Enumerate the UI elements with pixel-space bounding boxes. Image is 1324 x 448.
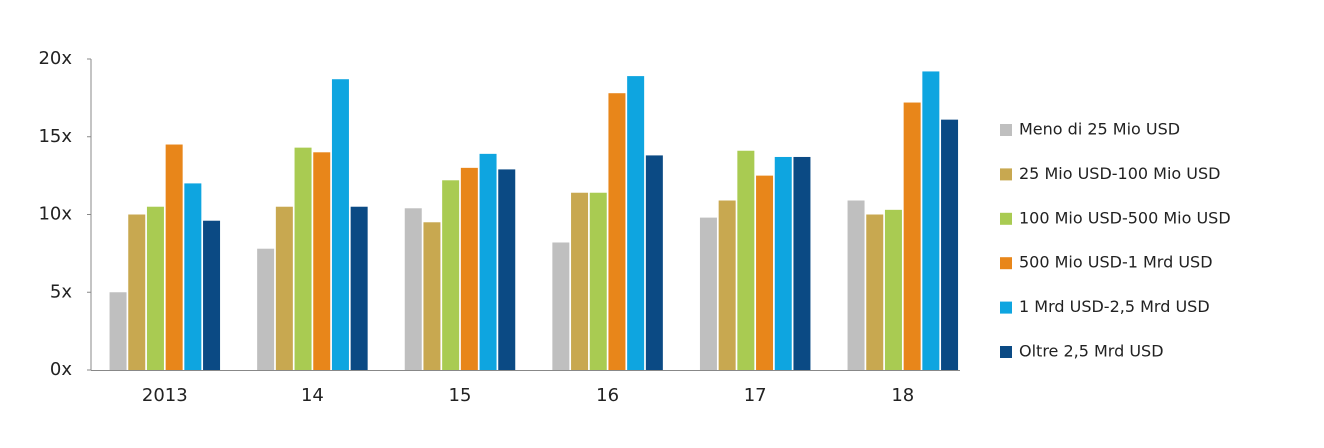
bar xyxy=(275,206,293,370)
x-tick-label: 18 xyxy=(891,385,914,406)
legend-label: 100 Mio USD-500 Mio USD xyxy=(1019,208,1231,227)
bar xyxy=(627,76,645,370)
bar xyxy=(699,217,717,370)
bar xyxy=(479,153,497,370)
bar xyxy=(941,119,959,371)
bar xyxy=(608,93,626,371)
bar xyxy=(257,248,275,370)
legend-label: 25 Mio USD-100 Mio USD xyxy=(1019,164,1220,183)
x-tick-label: 14 xyxy=(301,385,324,406)
bar xyxy=(331,79,349,370)
bar xyxy=(903,102,921,370)
x-tick-label: 2013 xyxy=(142,385,188,406)
bar xyxy=(737,150,755,370)
legend-swatch xyxy=(1000,212,1012,225)
bar xyxy=(128,214,146,370)
bar xyxy=(922,71,940,370)
y-tick-label: 0x xyxy=(50,359,72,380)
y-tick-label: 15x xyxy=(38,126,72,147)
legend-swatch xyxy=(1000,257,1012,270)
bar xyxy=(460,167,478,370)
legend-swatch xyxy=(1000,301,1012,314)
x-tick-label: 17 xyxy=(744,385,767,406)
bar xyxy=(884,209,902,370)
bar xyxy=(552,242,570,370)
x-tick-label: 16 xyxy=(596,385,619,406)
bar xyxy=(146,206,164,370)
legend-label: 1 Mrd USD-2,5 Mrd USD xyxy=(1019,297,1210,316)
legend-swatch xyxy=(1000,168,1012,181)
bar xyxy=(423,222,441,370)
bar xyxy=(165,144,183,370)
bar xyxy=(184,183,202,370)
y-tick-label: 20x xyxy=(38,48,72,69)
bar xyxy=(847,200,865,370)
y-tick-label: 5x xyxy=(50,281,72,302)
legend-label: 500 Mio USD-1 Mrd USD xyxy=(1019,253,1213,272)
bar xyxy=(498,169,516,370)
bar xyxy=(756,175,774,370)
bar xyxy=(589,192,607,370)
bar xyxy=(109,292,127,370)
bar xyxy=(442,180,460,370)
y-tick-label: 10x xyxy=(38,204,72,225)
bar xyxy=(313,152,331,370)
bar xyxy=(793,156,811,370)
bar xyxy=(866,214,884,370)
bar xyxy=(404,208,422,370)
legend-label: Oltre 2,5 Mrd USD xyxy=(1019,342,1164,361)
bar xyxy=(294,147,312,370)
bar xyxy=(774,156,792,370)
legend-swatch xyxy=(1000,346,1012,358)
bar xyxy=(350,206,368,370)
legend-swatch xyxy=(1000,124,1012,136)
x-tick-label: 15 xyxy=(449,385,472,406)
bar xyxy=(645,155,663,370)
bar xyxy=(203,220,221,370)
bar xyxy=(571,192,589,370)
bar xyxy=(718,200,736,370)
legend-label: Meno di 25 Mio USD xyxy=(1019,120,1180,139)
